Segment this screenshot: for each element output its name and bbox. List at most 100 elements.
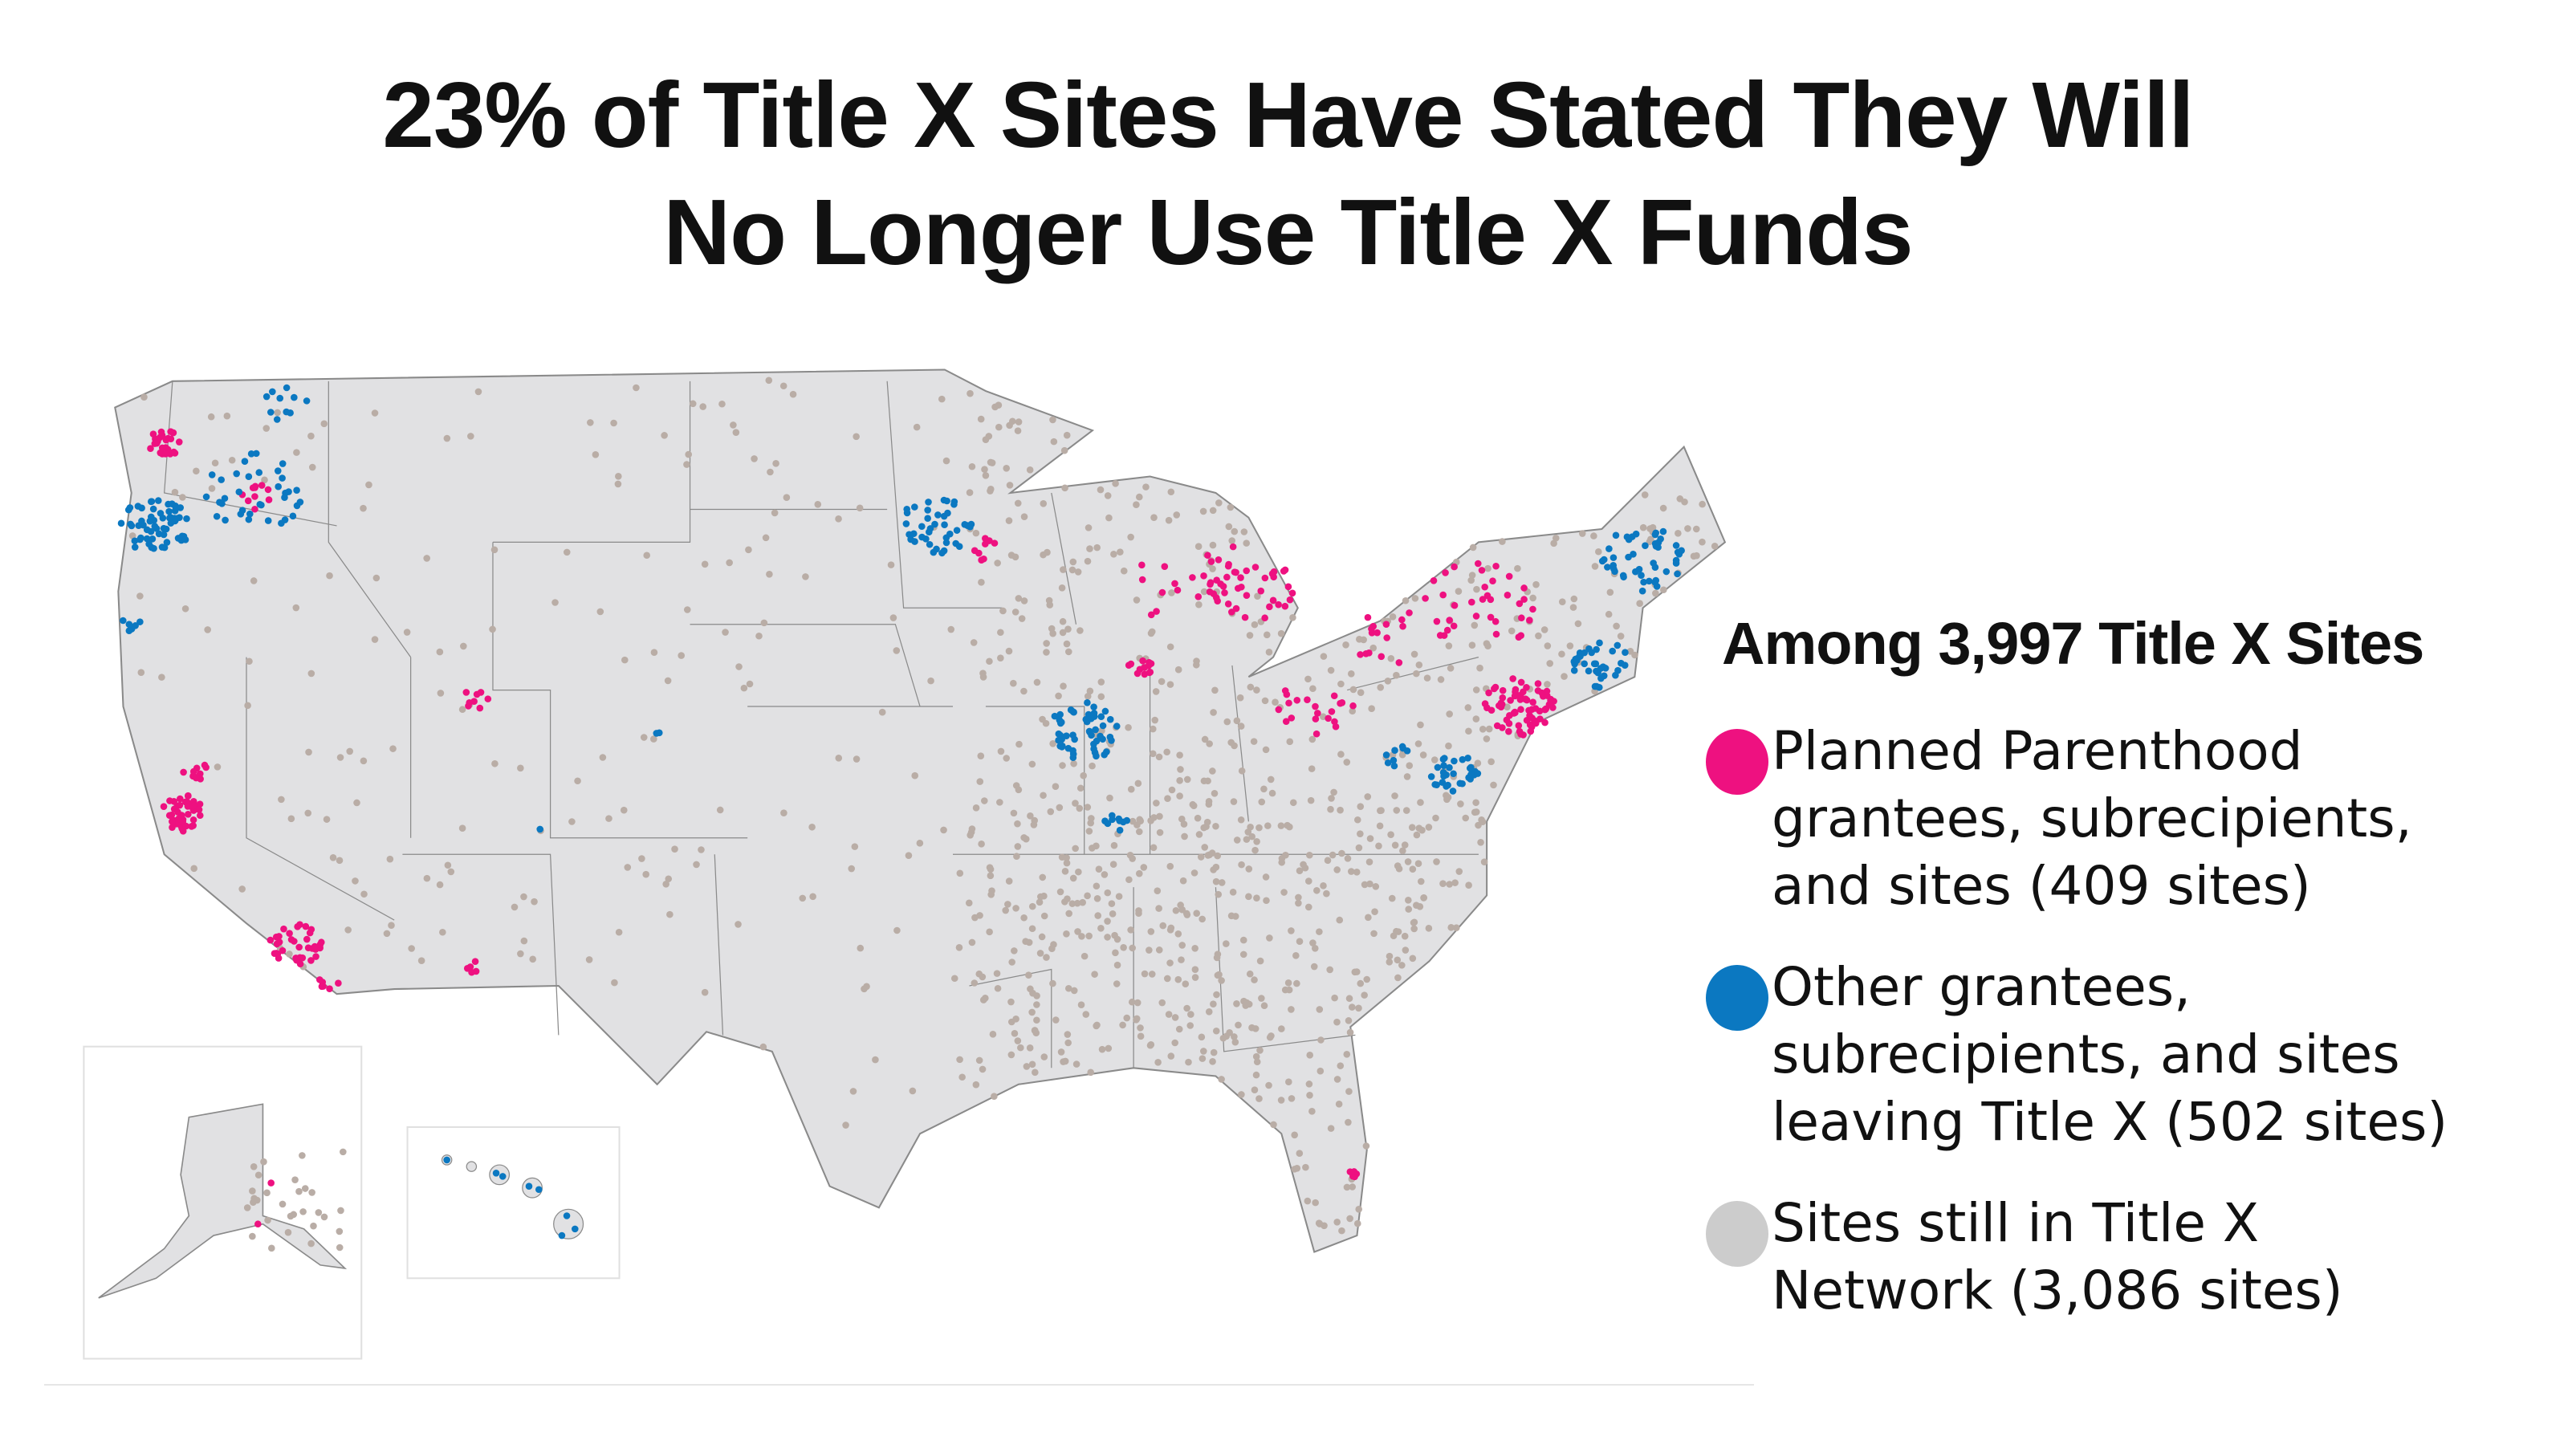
- remaining-site-dot: [1166, 643, 1174, 651]
- remaining-site-dot: [987, 872, 995, 880]
- remaining-site-dot: [1006, 482, 1014, 489]
- remaining-site-dot: [287, 815, 295, 823]
- remaining-site-dot: [1120, 943, 1127, 951]
- remaining-site-dot: [1278, 858, 1286, 866]
- legend-item-other-leaving: Other grantees, subrecipients, and sites…: [1706, 954, 2557, 1156]
- remaining-site-dot: [1017, 1044, 1024, 1052]
- remaining-site-dot: [1699, 538, 1706, 546]
- planned-parenthood-site-dot: [326, 985, 333, 992]
- leaving-site-dot: [536, 825, 544, 833]
- remaining-site-dot: [1272, 698, 1279, 706]
- leaving-site-dot: [181, 536, 189, 543]
- remaining-site-dot: [872, 1056, 879, 1064]
- leaving-site-dot: [218, 476, 225, 483]
- remaining-site-dot: [905, 852, 913, 859]
- remaining-site-dot: [1248, 1024, 1255, 1032]
- remaining-site-dot: [1152, 688, 1160, 695]
- remaining-site-dot: [1251, 976, 1258, 983]
- remaining-site-dot: [1186, 1022, 1194, 1029]
- remaining-site-dot: [1205, 798, 1213, 805]
- remaining-site-dot: [979, 674, 987, 681]
- remaining-site-dot: [1413, 831, 1421, 839]
- remaining-site-dot: [789, 390, 797, 398]
- remaining-site-dot: [388, 922, 395, 929]
- remaining-site-dot: [1028, 760, 1036, 768]
- remaining-site-dot: [1514, 564, 1521, 572]
- remaining-site-dot: [1003, 464, 1011, 472]
- planned-parenthood-site-dot: [471, 958, 479, 965]
- planned-parenthood-site-dot: [1451, 601, 1459, 609]
- remaining-site-dot: [1059, 629, 1067, 637]
- remaining-site-dot: [766, 570, 773, 578]
- remaining-site-dot: [1166, 862, 1174, 870]
- remaining-site-dot: [699, 403, 707, 410]
- remaining-site-dot: [1305, 1081, 1313, 1088]
- remaining-site-dot: [1147, 629, 1155, 637]
- remaining-site-dot: [1248, 832, 1255, 841]
- remaining-site-dot: [1304, 903, 1312, 911]
- remaining-site-dot: [1127, 926, 1134, 934]
- leaving-site-dot: [1638, 572, 1645, 580]
- remaining-site-dot: [889, 614, 897, 621]
- remaining-site-dot: [1085, 828, 1093, 835]
- remaining-site-dot: [878, 708, 886, 716]
- remaining-site-dot: [1337, 1062, 1345, 1069]
- remaining-site-dot: [1031, 1027, 1039, 1034]
- planned-parenthood-site-dot: [1284, 583, 1292, 591]
- leaving-site-dot: [1625, 553, 1632, 561]
- remaining-site-dot: [1291, 1131, 1298, 1139]
- remaining-site-dot: [1047, 808, 1055, 816]
- remaining-site-dot: [1270, 1121, 1277, 1129]
- state-border: [1051, 492, 1077, 625]
- remaining-site-dot: [1210, 1000, 1217, 1007]
- remaining-site-dot: [1558, 650, 1565, 658]
- remaining-site-dot: [1155, 905, 1162, 912]
- leaving-site-dot: [125, 621, 133, 629]
- remaining-site-dot: [1140, 864, 1148, 871]
- leaving-site-dot: [158, 543, 166, 551]
- leaving-site-dot: [1593, 645, 1600, 653]
- remaining-site-dot: [1420, 893, 1428, 902]
- remaining-site-dot: [1328, 795, 1335, 802]
- remaining-site-dot: [1133, 821, 1141, 828]
- remaining-site-dot: [994, 560, 1001, 567]
- remaining-site-dot: [1225, 523, 1233, 531]
- remaining-site-dot: [1063, 431, 1071, 439]
- leaving-site-dot: [1084, 699, 1091, 706]
- leaving-site-dot: [1662, 568, 1671, 576]
- remaining-site-dot: [1578, 530, 1586, 537]
- remaining-site-dot: [1306, 1052, 1314, 1059]
- state-border: [969, 968, 1052, 1068]
- remaining-site-dot: [853, 433, 860, 441]
- remaining-site-dot: [1197, 853, 1205, 861]
- remaining-site-dot: [1550, 539, 1557, 547]
- remaining-site-dot: [1346, 1028, 1354, 1036]
- remaining-site-dot: [1040, 499, 1048, 507]
- remaining-site-dot: [1316, 1220, 1324, 1227]
- remaining-site-dot: [683, 606, 691, 613]
- planned-parenthood-site-dot: [280, 925, 287, 933]
- remaining-site-dot: [1402, 596, 1410, 604]
- remaining-site-dot: [1187, 1011, 1194, 1018]
- remaining-site-dot: [1292, 952, 1300, 959]
- remaining-site-dot: [1410, 919, 1418, 926]
- remaining-site-dot: [308, 1189, 315, 1196]
- remaining-site-dot: [1408, 824, 1416, 831]
- remaining-site-dot: [638, 855, 645, 862]
- remaining-site-dot: [650, 649, 658, 657]
- remaining-site-dot: [1125, 723, 1132, 731]
- remaining-site-dot: [698, 846, 705, 853]
- remaining-site-dot: [1198, 915, 1206, 923]
- leaving-site-dot: [492, 1169, 500, 1177]
- leaving-site-dot: [233, 470, 241, 478]
- remaining-site-dot: [587, 419, 594, 426]
- remaining-site-dot: [968, 462, 976, 470]
- remaining-site-dot: [352, 877, 359, 885]
- leaving-site-dot: [924, 515, 931, 523]
- leaving-site-dot: [262, 393, 271, 401]
- remaining-site-dot: [1337, 751, 1345, 758]
- remaining-site-dot: [1353, 816, 1361, 824]
- remaining-site-dot: [1233, 717, 1241, 725]
- remaining-site-dot: [1193, 657, 1200, 665]
- remaining-site-dot: [1304, 675, 1312, 683]
